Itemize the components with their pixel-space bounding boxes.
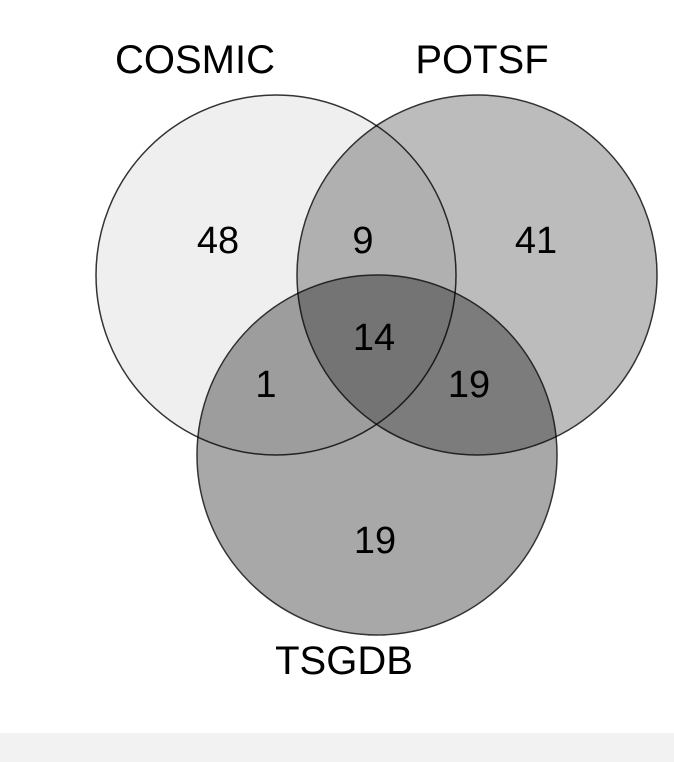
count-all-three: 14 bbox=[353, 317, 395, 359]
count-cosmic-tsgdb: 1 bbox=[255, 364, 276, 406]
count-cosmic-only: 48 bbox=[197, 220, 239, 262]
count-tsgdb-only: 19 bbox=[354, 520, 396, 562]
tsgdb-set-label: TSGDB bbox=[275, 639, 413, 683]
count-cosmic-potsf: 9 bbox=[352, 220, 373, 262]
cosmic-set-label: COSMIC bbox=[115, 38, 275, 82]
tsgdb-circle bbox=[196, 274, 558, 636]
count-potsf-only: 41 bbox=[515, 220, 557, 262]
venn-diagram: COSMIC POTSF TSGDB 48 9 41 14 1 19 19 bbox=[95, 38, 658, 683]
count-potsf-tsgdb: 19 bbox=[448, 364, 490, 406]
footer-strip bbox=[0, 733, 674, 762]
potsf-set-label: POTSF bbox=[415, 38, 548, 82]
